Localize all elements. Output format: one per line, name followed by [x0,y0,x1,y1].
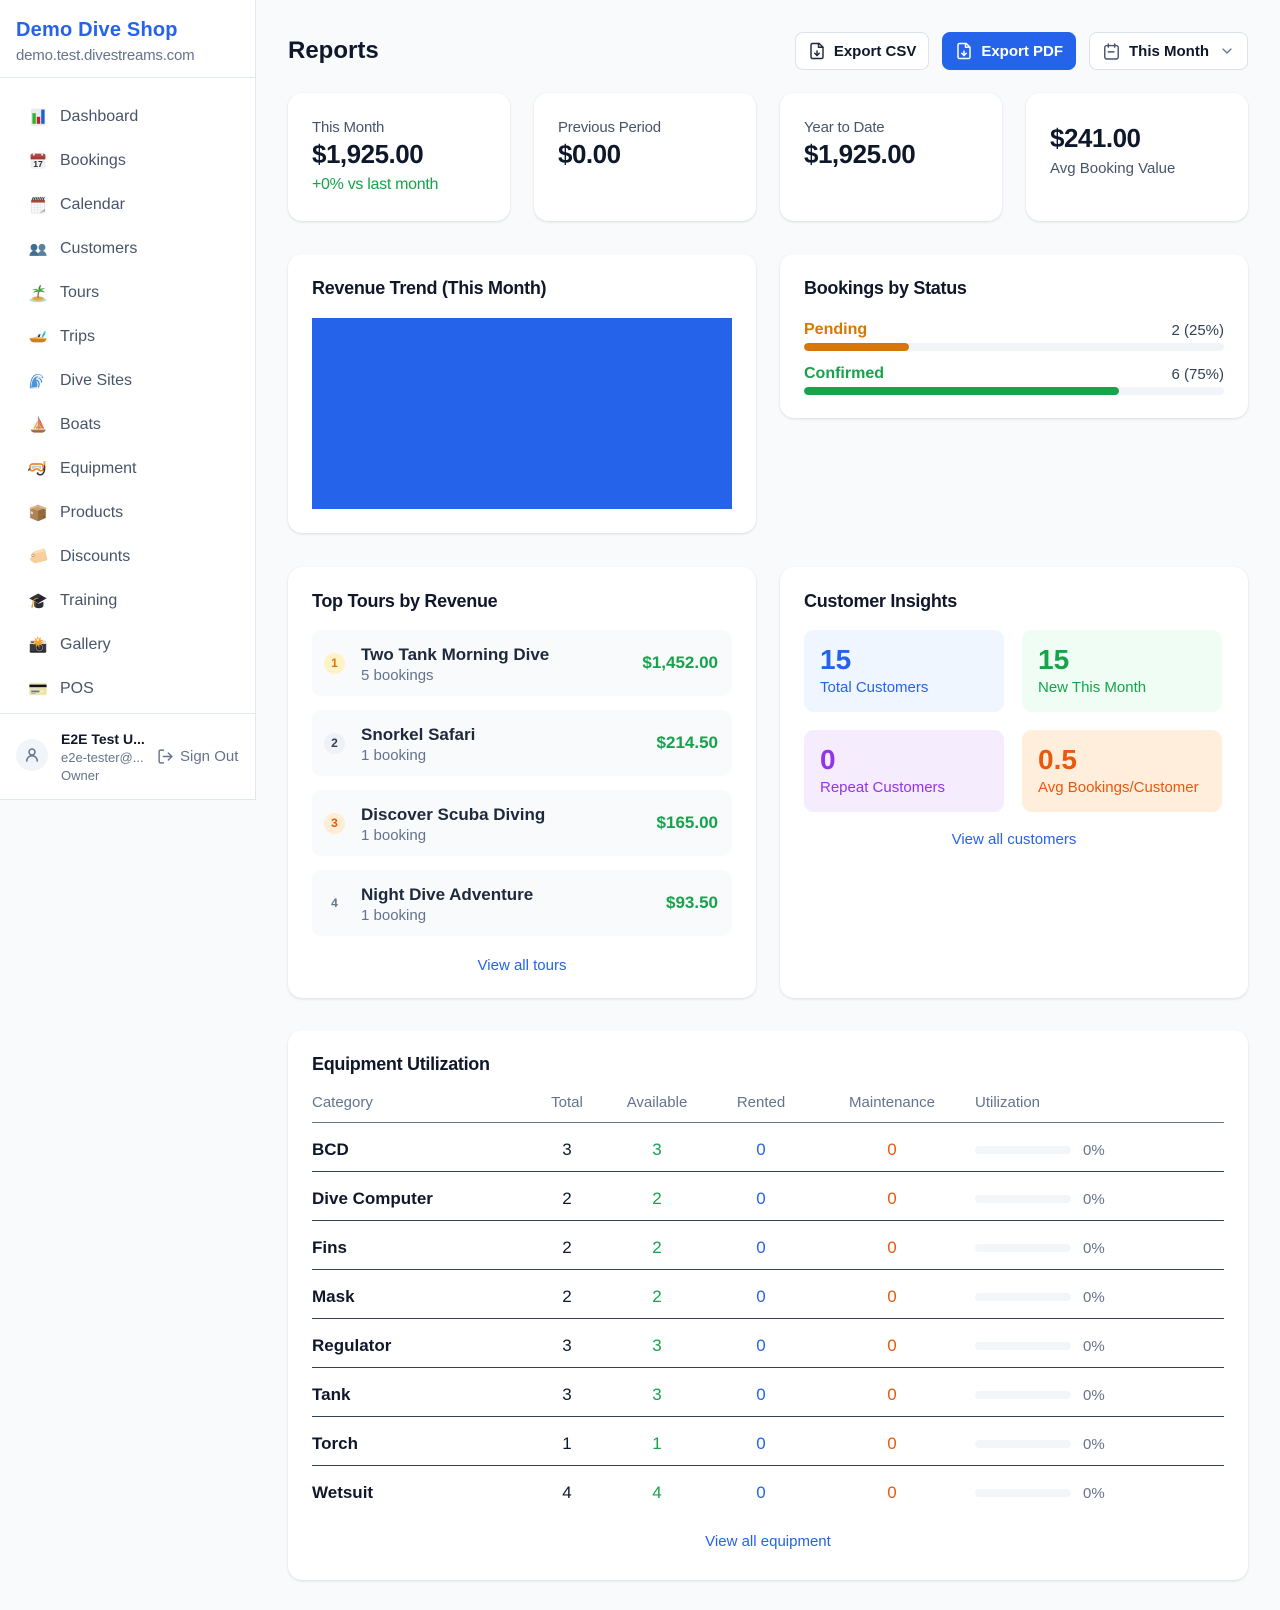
svg-text:17: 17 [33,159,43,169]
